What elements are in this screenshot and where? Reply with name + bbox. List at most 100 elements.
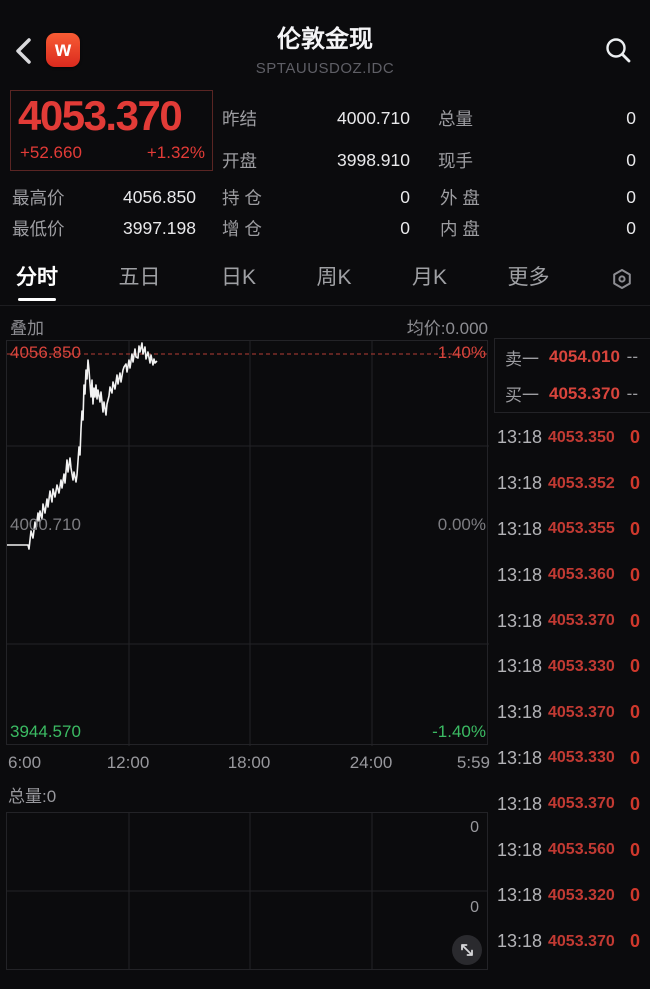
trade-price: 4053.352	[548, 474, 615, 492]
stat-label: 外 盘	[440, 188, 480, 208]
trade-time: 13:18	[497, 885, 543, 906]
trade-volume: 0	[629, 518, 640, 539]
trade-time: 13:18	[497, 747, 543, 768]
stat-value: 0	[626, 187, 636, 207]
stat-value: 3998.910	[337, 149, 410, 170]
trade-time: 13:18	[497, 518, 543, 539]
volume-chart[interactable]: 0 0	[6, 812, 488, 970]
tab-five-day[interactable]: 五日	[118, 265, 161, 289]
trade-time: 13:18	[497, 564, 543, 585]
trade-volume: 0	[629, 656, 640, 677]
trade-price: 4053.330	[548, 657, 615, 675]
time-axis: 6:00 12:00 18:00 24:00 5:59	[0, 749, 490, 777]
chart-low-price-label: 3944.570	[10, 722, 81, 741]
stat-label: 最高价	[12, 188, 65, 208]
symbol-code: SPTAUUSDOZ.IDC	[255, 60, 395, 77]
bid-ask-block: 卖一 4054.010 -- 买一 4053.370 --	[494, 338, 650, 413]
trade-price: 4053.370	[548, 703, 615, 721]
trade-price: 4053.330	[548, 749, 615, 767]
ask-volume: --	[626, 347, 638, 367]
intraday-chart[interactable]	[6, 340, 489, 746]
last-price: 4053.370	[18, 92, 183, 139]
stat-value: 0	[400, 218, 410, 238]
trade-row: 13:18 4053.560 0	[494, 827, 650, 873]
stat-value: 4056.850	[123, 187, 196, 207]
overlay-button[interactable]: 叠加	[10, 319, 44, 338]
time-tick: 12:00	[106, 753, 150, 772]
bid-label: 买一	[505, 386, 539, 406]
trade-price: 4053.355	[548, 520, 615, 538]
tick-trade-list[interactable]: 13:18 4053.350 0 13:18 4053.352 0 13:18 …	[494, 415, 650, 965]
trade-time: 13:18	[497, 839, 543, 860]
trade-row: 13:18 4053.350 0	[494, 415, 650, 461]
stat-value: 0	[626, 149, 636, 170]
trade-row: 13:18 4053.320 0	[494, 873, 650, 919]
time-tick: 5:59	[456, 753, 490, 772]
chart-high-price-label: 4056.850	[10, 343, 81, 362]
trade-volume: 0	[629, 564, 640, 585]
app-logo-letter: w	[54, 38, 72, 61]
ask-price: 4054.010	[549, 347, 620, 367]
quote-stats-grid: 昨结 4000.710 总量 0 开盘 3998.910 现手 0	[222, 97, 636, 181]
time-tick: 24:00	[349, 753, 393, 772]
trade-time: 13:18	[497, 610, 543, 631]
chart-settings-icon[interactable]	[610, 267, 634, 291]
stat-label: 昨结	[222, 108, 257, 129]
trade-price: 4053.560	[548, 841, 615, 859]
trade-time: 13:18	[497, 931, 543, 952]
stat-value: 0	[400, 187, 410, 207]
trade-row: 13:18 4053.355 0	[494, 507, 650, 553]
stat-value: 0	[626, 107, 636, 128]
expand-fullscreen-icon[interactable]	[452, 935, 482, 965]
chart-high-percent-label: 1.40%	[437, 343, 486, 362]
trade-volume: 0	[629, 702, 640, 723]
last-price-box: 4053.370 +52.660 +1.32%	[10, 90, 213, 171]
time-tick: 6:00	[8, 753, 42, 772]
stat-value: 3997.198	[123, 218, 196, 238]
chart-area: 叠加 均价:0.000 4056.850 1.40% 4000.710 0.00…	[0, 306, 490, 989]
chart-period-tabs: 分时 五日 日K 周K 月K 更多	[0, 252, 650, 306]
trade-volume: 0	[629, 931, 640, 952]
back-button[interactable]	[12, 36, 38, 66]
stat-label: 现手	[438, 150, 473, 171]
bid-price: 4053.370	[549, 383, 620, 403]
stat-value: 4000.710	[337, 107, 410, 128]
trade-price: 4053.370	[548, 932, 615, 950]
tab-daily-k[interactable]: 日K	[220, 265, 256, 289]
app-logo-icon[interactable]: w	[46, 33, 80, 67]
search-icon[interactable]	[604, 36, 632, 64]
order-book-panel: 卖一 4054.010 -- 买一 4053.370 -- 13:18 4053…	[494, 338, 650, 965]
secondary-stats-grid: 最高价 4056.850 持 仓 0 外 盘 0 最低价 3997.198 增 …	[12, 182, 636, 244]
volume-axis-label: 0	[470, 899, 479, 916]
trade-row: 13:18 4053.360 0	[494, 552, 650, 598]
stat-label: 总量	[438, 108, 473, 129]
chart-prevclose-price-label: 4000.710	[10, 515, 81, 534]
stat-label: 最低价	[12, 219, 65, 239]
page-title: 伦敦金现	[277, 26, 373, 53]
trade-row: 13:18 4053.370 0	[494, 598, 650, 644]
price-change-percent: +1.32%	[146, 143, 205, 162]
tab-minute[interactable]: 分时	[16, 252, 58, 306]
trade-row: 13:18 4053.352 0	[494, 461, 650, 507]
stat-label: 增 仓	[222, 219, 262, 239]
trade-volume: 0	[629, 839, 640, 860]
volume-total-label: 总量:0	[8, 787, 57, 806]
trade-row: 13:18 4053.330 0	[494, 736, 650, 782]
tab-weekly-k[interactable]: 周K	[316, 265, 352, 289]
trade-row: 13:18 4053.330 0	[494, 644, 650, 690]
trade-price: 4053.370	[548, 612, 615, 630]
trade-volume: 0	[629, 427, 640, 448]
trade-time: 13:18	[497, 702, 543, 723]
trade-volume: 0	[629, 747, 640, 768]
stat-label: 内 盘	[440, 219, 480, 239]
ask-row: 卖一 4054.010 --	[495, 339, 650, 376]
trade-time: 13:18	[497, 793, 543, 814]
tab-monthly-k[interactable]: 月K	[411, 265, 447, 289]
tab-more[interactable]: 更多	[507, 265, 550, 289]
trade-price: 4053.370	[548, 795, 615, 813]
bid-volume: --	[626, 383, 638, 403]
trade-time: 13:18	[497, 473, 543, 494]
time-tick: 18:00	[227, 753, 271, 772]
trade-volume: 0	[629, 473, 640, 494]
